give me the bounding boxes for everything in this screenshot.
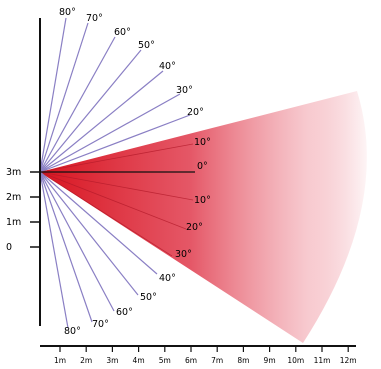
ray-label-fan: 30° — [175, 249, 192, 260]
distance-label: 5m — [159, 356, 171, 365]
ray-up — [39, 49, 142, 173]
ray-label-down: 60° — [116, 307, 133, 318]
distance-label: 10m — [287, 356, 304, 365]
ray-down — [39, 171, 93, 323]
ray-label-up: 70° — [86, 13, 103, 24]
ray-label-up: 20° — [187, 107, 204, 118]
height-label: 1m — [6, 217, 21, 228]
ray-up — [39, 22, 89, 173]
distance-label: 2m — [80, 356, 92, 365]
height-label: 2m — [6, 192, 21, 203]
ray-label-down: 70° — [92, 319, 109, 330]
ray-label-up: 80° — [59, 7, 76, 18]
horizontal-ticks — [59, 346, 349, 352]
distance-label: 1m — [54, 356, 66, 365]
ray-fan — [39, 171, 173, 257]
ray-up — [39, 70, 164, 173]
ray-label-down: 50° — [140, 292, 157, 303]
distance-label: 11m — [314, 356, 331, 365]
ray-down — [39, 171, 139, 296]
ray-label-fan: 0° — [197, 161, 208, 172]
distance-label: 4m — [133, 356, 145, 365]
label-group: 80°70°60°50°40°30°20°10°0°10°20°30°40°50… — [6, 7, 357, 365]
vertical-ticks — [30, 171, 40, 248]
ray-fan — [39, 171, 194, 201]
distance-label: 8m — [237, 356, 249, 365]
ray-label-up: 50° — [138, 40, 155, 51]
ray-down — [39, 171, 158, 275]
distance-label: 7m — [211, 356, 223, 365]
ray-up — [39, 93, 181, 173]
detection-fan — [40, 91, 367, 343]
height-label: 3m — [6, 167, 21, 178]
ray-down — [39, 171, 115, 312]
ray-label-down: 80° — [64, 326, 81, 337]
ray-up — [39, 36, 116, 173]
ray-label-down: 40° — [159, 273, 176, 284]
ray-down — [39, 171, 69, 329]
ray-fan — [39, 143, 194, 173]
distance-label: 12m — [340, 356, 357, 365]
distance-label: 9m — [264, 356, 276, 365]
ray-up — [39, 17, 67, 173]
ray-label-up: 60° — [114, 27, 131, 38]
height-label: 0 — [6, 242, 12, 253]
ray-up — [39, 114, 191, 173]
ray-label-up: 30° — [176, 85, 193, 96]
ray-label-fan: 10° — [194, 137, 211, 148]
ray-fan — [39, 171, 187, 230]
ray-label-fan: 10° — [194, 195, 211, 206]
distance-label: 3m — [106, 356, 118, 365]
ray-label-up: 40° — [159, 61, 176, 72]
ray-label-fan: 20° — [186, 222, 203, 233]
ray-group — [39, 17, 194, 329]
distance-label: 6m — [185, 356, 197, 365]
